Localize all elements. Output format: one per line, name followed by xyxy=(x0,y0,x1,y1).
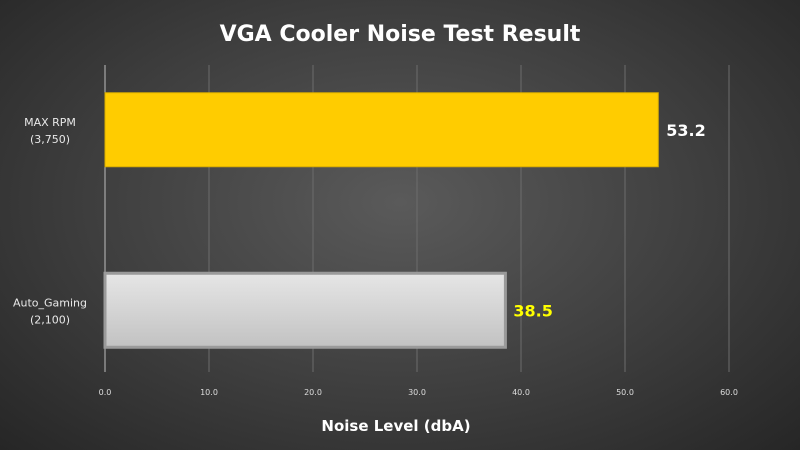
x-tick-labels: 0.0 10.0 20.0 30.0 40.0 50.0 60.0 xyxy=(99,388,738,397)
x-axis-title: Noise Level (dbA) xyxy=(321,417,470,435)
category-label: Auto_Gaming xyxy=(13,296,87,309)
x-tick-label: 0.0 xyxy=(99,388,112,397)
chart-title: VGA Cooler Noise Test Result xyxy=(220,22,581,47)
category-sublabel: (3,750) xyxy=(30,133,70,146)
data-labels: 53.2 38.5 xyxy=(513,121,705,321)
x-tick-label: 30.0 xyxy=(408,388,426,397)
data-label: 38.5 xyxy=(513,301,552,320)
x-tick-label: 40.0 xyxy=(512,388,530,397)
x-tick-label: 50.0 xyxy=(616,388,634,397)
bar xyxy=(104,92,659,168)
bars xyxy=(103,92,659,349)
data-label: 53.2 xyxy=(666,121,705,140)
x-tick-label: 60.0 xyxy=(720,388,738,397)
category-labels: MAX RPM (3,750) Auto_Gaming (2,100) xyxy=(13,116,87,327)
x-tick-label: 10.0 xyxy=(200,388,218,397)
category-sublabel: (2,100) xyxy=(30,313,70,326)
x-tick-label: 20.0 xyxy=(304,388,322,397)
category-label: MAX RPM xyxy=(24,116,76,129)
bar xyxy=(103,271,507,349)
